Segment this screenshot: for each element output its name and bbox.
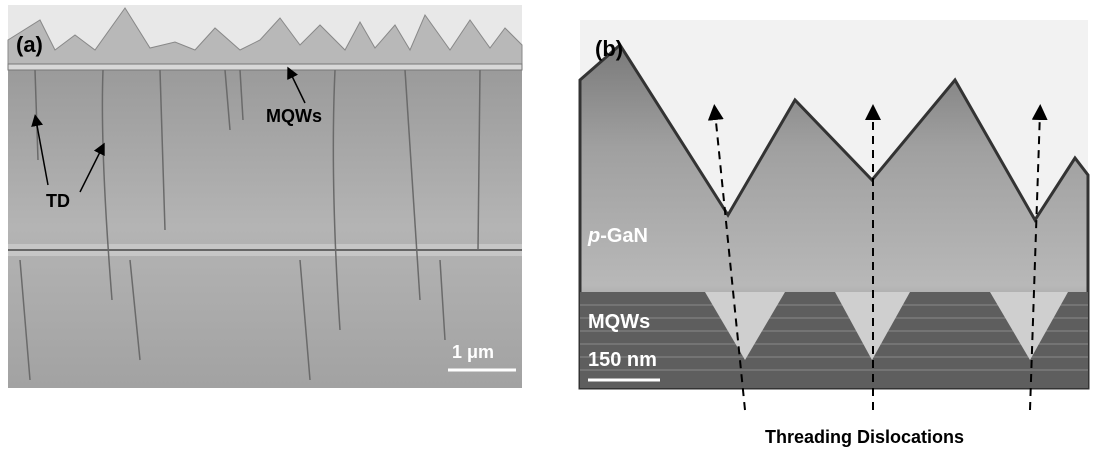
scale-bar-label: 150 nm [588, 349, 657, 371]
annotation: TD [46, 191, 70, 211]
layer-label: p-GaN [587, 225, 648, 247]
panel-label: (b) [595, 36, 623, 61]
annotation: MQWs [588, 311, 650, 333]
panel-a: (a) MQWs TD 1 μm [8, 5, 522, 388]
panel-label: (a) [16, 32, 43, 57]
text-part: -GaN [600, 225, 648, 247]
panel-b: (b) p-GaN MQWs 150 nm [580, 20, 1088, 410]
figure: (a) MQWs TD 1 μm (b) p-GaN MQWs 150 nm T… [0, 0, 1097, 453]
caption: Threading Dislocations [765, 427, 964, 447]
scale-bar-label: 1 μm [452, 342, 494, 362]
italic-part: p [587, 225, 600, 247]
page: (a) MQWs TD 1 μm (b) p-GaN MQWs 150 nm T… [0, 0, 1097, 453]
mqw-band [8, 64, 522, 70]
annotation: MQWs [266, 106, 322, 126]
